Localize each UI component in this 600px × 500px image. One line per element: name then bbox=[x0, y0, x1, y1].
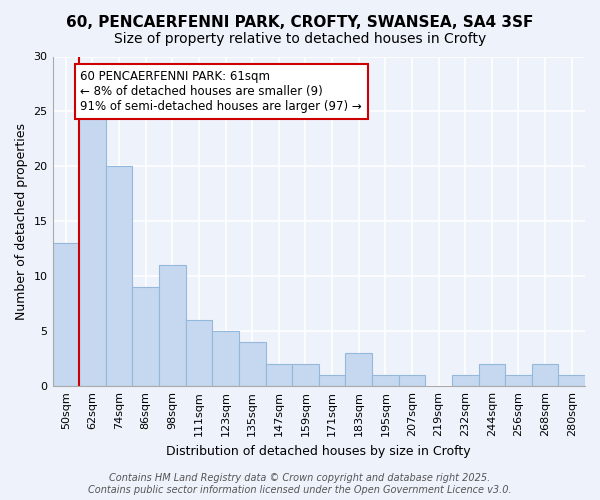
Bar bbox=[239, 342, 266, 386]
X-axis label: Distribution of detached houses by size in Crofty: Distribution of detached houses by size … bbox=[166, 444, 471, 458]
Bar bbox=[133, 288, 159, 386]
Y-axis label: Number of detached properties: Number of detached properties bbox=[15, 123, 28, 320]
Bar bbox=[266, 364, 292, 386]
Bar bbox=[185, 320, 212, 386]
Bar bbox=[79, 112, 106, 386]
Bar bbox=[479, 364, 505, 386]
Bar bbox=[319, 375, 346, 386]
Bar bbox=[398, 375, 425, 386]
Bar bbox=[532, 364, 559, 386]
Bar bbox=[212, 331, 239, 386]
Text: Size of property relative to detached houses in Crofty: Size of property relative to detached ho… bbox=[114, 32, 486, 46]
Text: 60 PENCAERFENNI PARK: 61sqm
← 8% of detached houses are smaller (9)
91% of semi-: 60 PENCAERFENNI PARK: 61sqm ← 8% of deta… bbox=[80, 70, 362, 112]
Bar bbox=[559, 375, 585, 386]
Bar bbox=[53, 244, 79, 386]
Bar bbox=[505, 375, 532, 386]
Bar bbox=[452, 375, 479, 386]
Bar bbox=[346, 353, 372, 386]
Bar bbox=[372, 375, 398, 386]
Bar bbox=[106, 166, 133, 386]
Bar bbox=[159, 266, 185, 386]
Text: Contains HM Land Registry data © Crown copyright and database right 2025.
Contai: Contains HM Land Registry data © Crown c… bbox=[88, 474, 512, 495]
Bar bbox=[292, 364, 319, 386]
Text: 60, PENCAERFENNI PARK, CROFTY, SWANSEA, SA4 3SF: 60, PENCAERFENNI PARK, CROFTY, SWANSEA, … bbox=[67, 15, 533, 30]
